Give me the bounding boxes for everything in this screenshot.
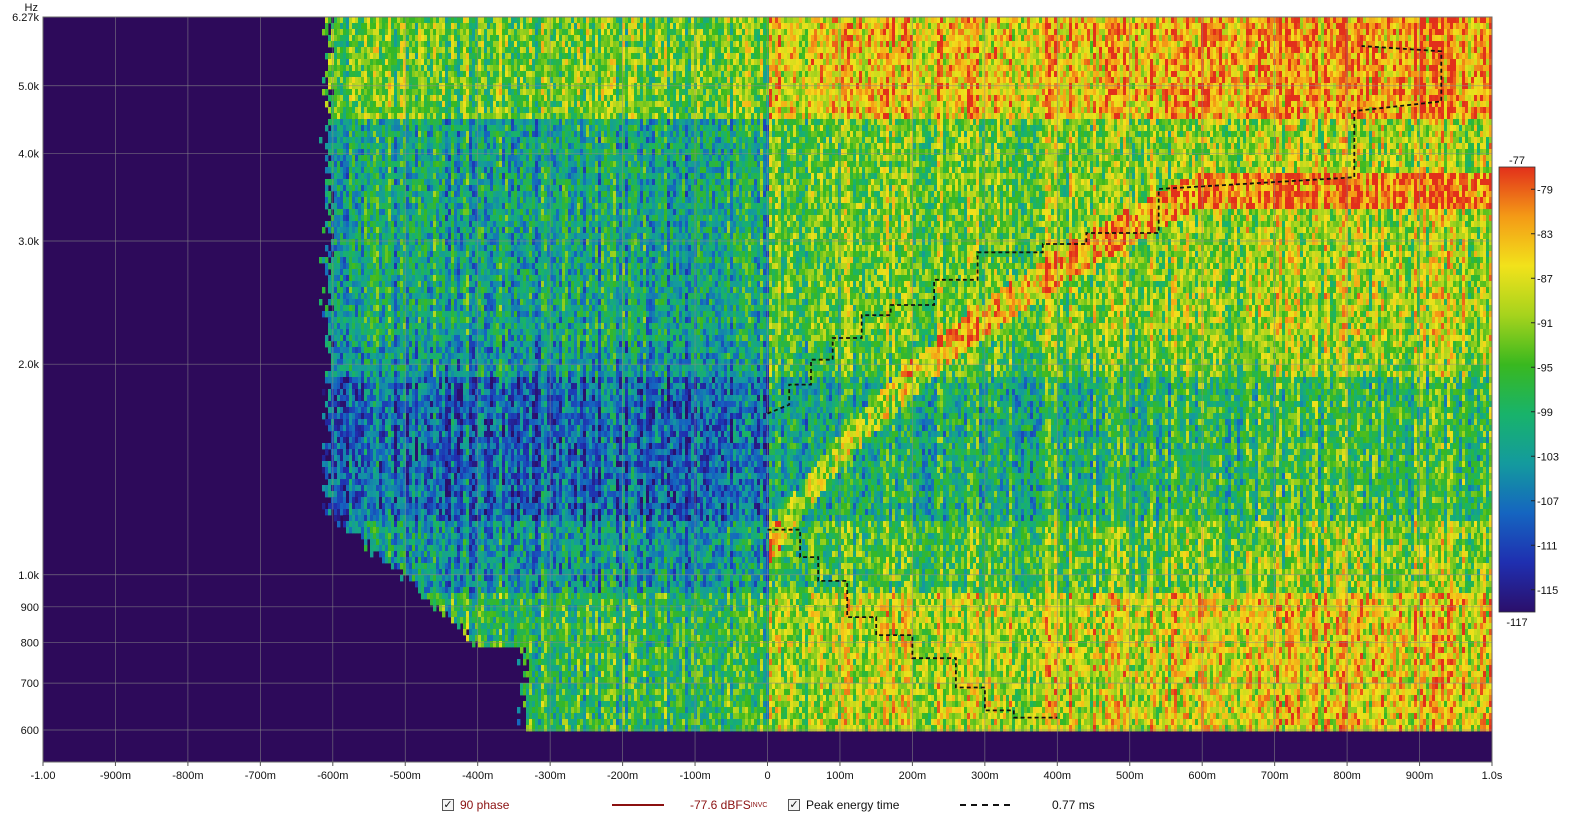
checkbox-peak-energy-icon[interactable]: ✓ <box>788 799 800 811</box>
peak-energy-time-series <box>767 45 1443 415</box>
y-tick-label: 3.0k <box>18 236 39 248</box>
y-tick-label: 5.0k <box>18 81 39 93</box>
colorbar-tick-label: -111 <box>1537 540 1557 552</box>
legend: ✓ 90 phase -77.6 dBFS INVC ✓ Peak energy … <box>440 794 1140 816</box>
y-unit-label: Hz <box>25 2 38 14</box>
colorbar-tick-label: -79 <box>1537 184 1553 196</box>
y-tick-label: 6.27k <box>12 12 39 24</box>
colorbar-tick-label: -87 <box>1537 273 1553 285</box>
y-tick-label: 2.0k <box>18 359 39 371</box>
y-tick-label: 1.0k <box>18 570 39 582</box>
x-tick-label: -500m <box>390 770 421 782</box>
x-tick-label: 1.0s <box>1482 770 1503 782</box>
colorbar-tick-label: -107 <box>1537 496 1559 508</box>
y-tick-label: 900 <box>21 602 39 614</box>
x-tick-label: -600m <box>317 770 348 782</box>
legend-label-90-phase: 90 phase <box>460 798 509 812</box>
legend-item-peak-energy[interactable]: ✓ Peak energy time <box>788 794 899 816</box>
legend-item-phase[interactable]: ✓ 90 phase <box>442 794 509 816</box>
x-tick-label: -900m <box>100 770 131 782</box>
y-tick-label: 4.0k <box>18 149 39 161</box>
legend-label-dbfs-superscript: INVC <box>751 802 768 809</box>
y-tick-label: 800 <box>21 638 39 650</box>
colorbar-min-label: -117 <box>1506 617 1527 629</box>
checkbox-90-phase-icon[interactable]: ✓ <box>442 799 454 811</box>
x-tick-label: -300m <box>535 770 566 782</box>
x-tick-label: 400m <box>1044 770 1072 782</box>
peak-energy-time-series <box>767 528 1058 719</box>
x-tick-label: -700m <box>245 770 276 782</box>
colorbar-tick-label: -91 <box>1537 318 1553 330</box>
colorbar-tick-label: -99 <box>1537 407 1553 419</box>
legend-item-peak-ms: 0.77 ms <box>960 794 1095 816</box>
x-tick-label: 800m <box>1333 770 1361 782</box>
colorbar-max-label: -77 <box>1509 155 1525 167</box>
x-tick-label: 300m <box>971 770 999 782</box>
colorbar-tick-label: -95 <box>1537 362 1553 374</box>
x-tick-label: 0 <box>764 770 770 782</box>
x-tick-label: 900m <box>1406 770 1434 782</box>
colorbar-tick-label: -103 <box>1537 451 1559 463</box>
x-tick-label: 700m <box>1261 770 1289 782</box>
x-tick-label: 100m <box>826 770 854 782</box>
x-tick-label: -800m <box>172 770 203 782</box>
x-tick-label: -400m <box>462 770 493 782</box>
x-tick-label: 500m <box>1116 770 1144 782</box>
colorbar <box>1498 166 1536 613</box>
x-tick-label: -100m <box>679 770 710 782</box>
legend-label-dbfs: -77.6 dBFS <box>690 798 751 812</box>
y-tick-label: 600 <box>21 725 39 737</box>
colorbar-tick-label: -83 <box>1537 229 1553 241</box>
colorbar-tick-label: -115 <box>1537 585 1558 597</box>
red-line-swatch-icon <box>612 804 664 806</box>
x-tick-label: -200m <box>607 770 638 782</box>
dashed-line-swatch-icon <box>960 804 1010 806</box>
y-tick-label: 700 <box>21 678 39 690</box>
legend-item-dbfs: -77.6 dBFS INVC <box>612 794 767 816</box>
x-tick-label: 200m <box>899 770 927 782</box>
x-tick-label: -1.00 <box>30 770 55 782</box>
legend-label-peak-ms: 0.77 ms <box>1052 798 1095 812</box>
x-tick-label: 600m <box>1188 770 1216 782</box>
legend-label-peak-energy-time: Peak energy time <box>806 798 899 812</box>
